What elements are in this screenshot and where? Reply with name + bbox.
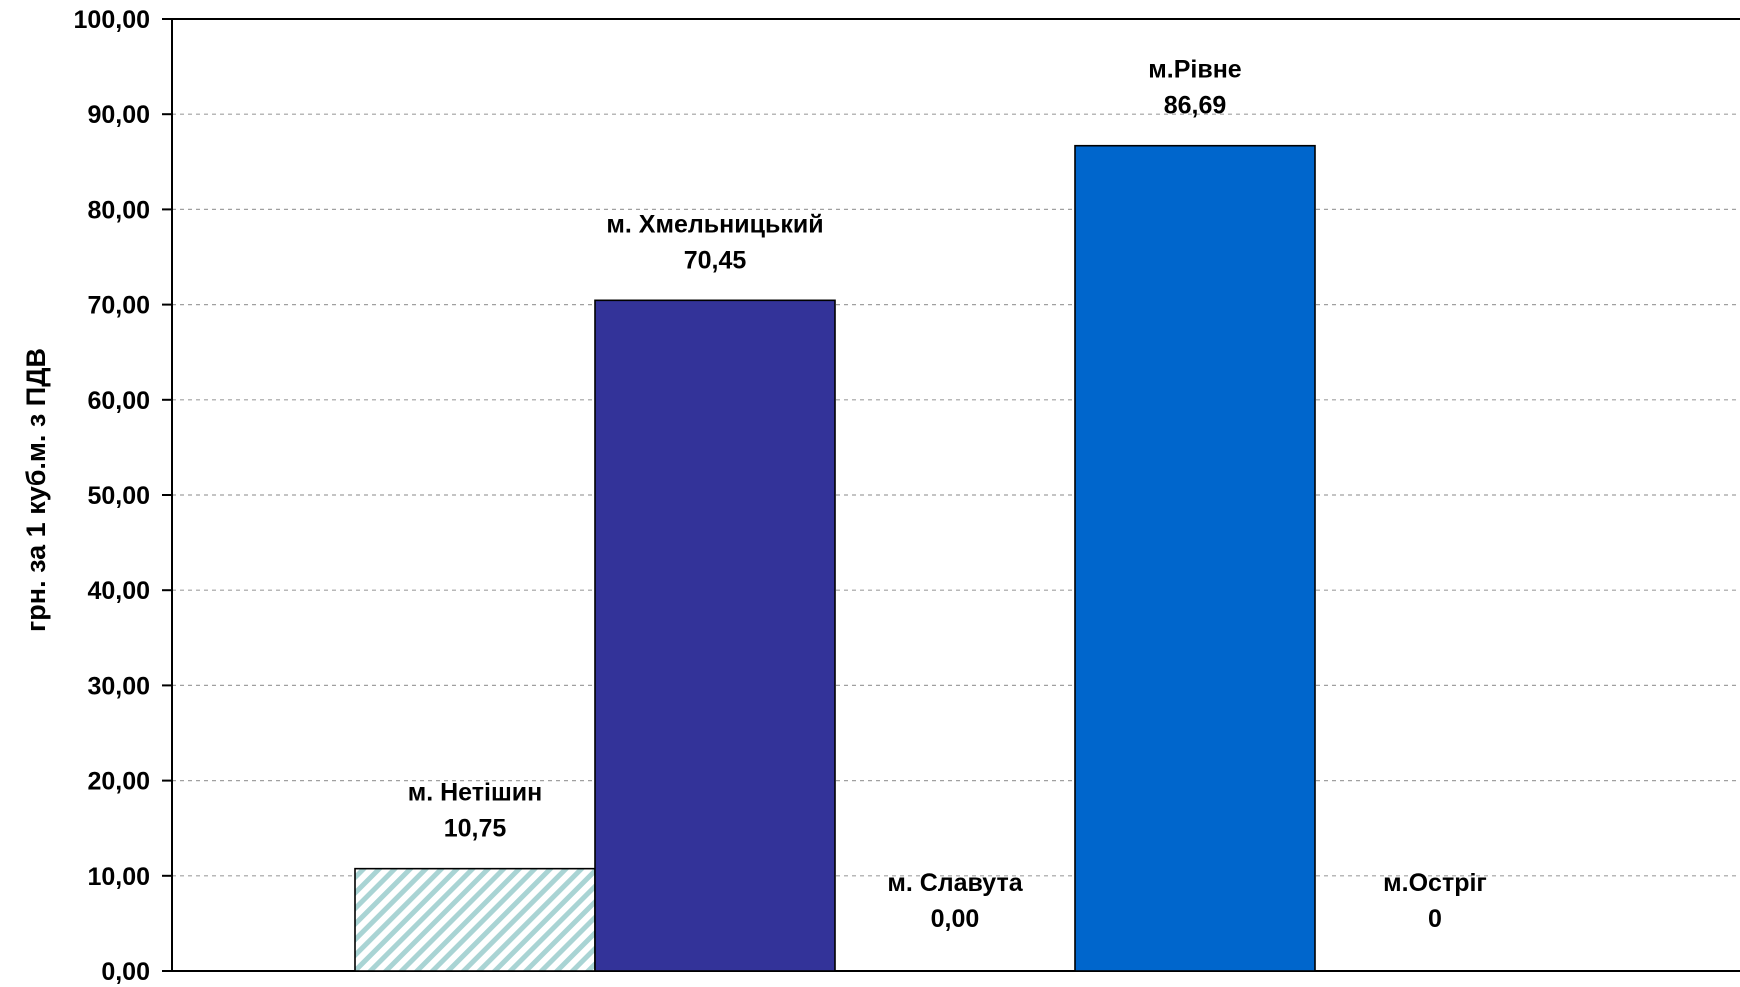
bar-value-label: 0,00 xyxy=(931,905,980,933)
bar-category-label: м.Остріг xyxy=(1383,869,1487,897)
bar-value-label: 10,75 xyxy=(444,815,507,843)
bar xyxy=(594,299,836,972)
y-tick-label: 10,00 xyxy=(87,863,150,891)
y-tick-label: 70,00 xyxy=(87,292,150,320)
bar-category-label: м. Хмельницький xyxy=(606,210,823,238)
y-tick-label: 0,00 xyxy=(101,958,150,986)
y-tick-label: 100,00 xyxy=(74,6,150,34)
y-tick-label: 40,00 xyxy=(87,577,150,605)
y-tick-label: 50,00 xyxy=(87,482,150,510)
y-axis: 0,00 10,00 20,00 30,00 40,00 50,00 60,00 70,00 8… xyxy=(74,6,1740,986)
bar-category-label: м.Рівне xyxy=(1148,56,1242,84)
bar-category-label: м. Нетішин xyxy=(408,779,543,807)
bars xyxy=(354,144,1316,972)
bar xyxy=(354,867,596,972)
y-tick-label: 20,00 xyxy=(87,768,150,796)
bar-category-label: м. Славута xyxy=(887,869,1023,897)
y-tick-label: 60,00 xyxy=(87,387,150,415)
data-labels: м. Нетішин 10,75 м. Хмельницький 70,45 м. Сл… xyxy=(408,56,1487,933)
bar xyxy=(1074,144,1316,972)
bar-value-label: 0 xyxy=(1428,905,1442,933)
y-tick-label: 90,00 xyxy=(87,101,150,129)
y-tick-label: 80,00 xyxy=(87,196,150,224)
y-tick-label: 30,00 xyxy=(87,672,150,700)
gridlines xyxy=(172,113,1740,877)
bar-value-label: 86,69 xyxy=(1164,92,1227,120)
bar-value-label: 70,45 xyxy=(684,246,747,274)
y-axis-title: грн. за 1 куб.м. з ПДВ xyxy=(21,348,51,632)
